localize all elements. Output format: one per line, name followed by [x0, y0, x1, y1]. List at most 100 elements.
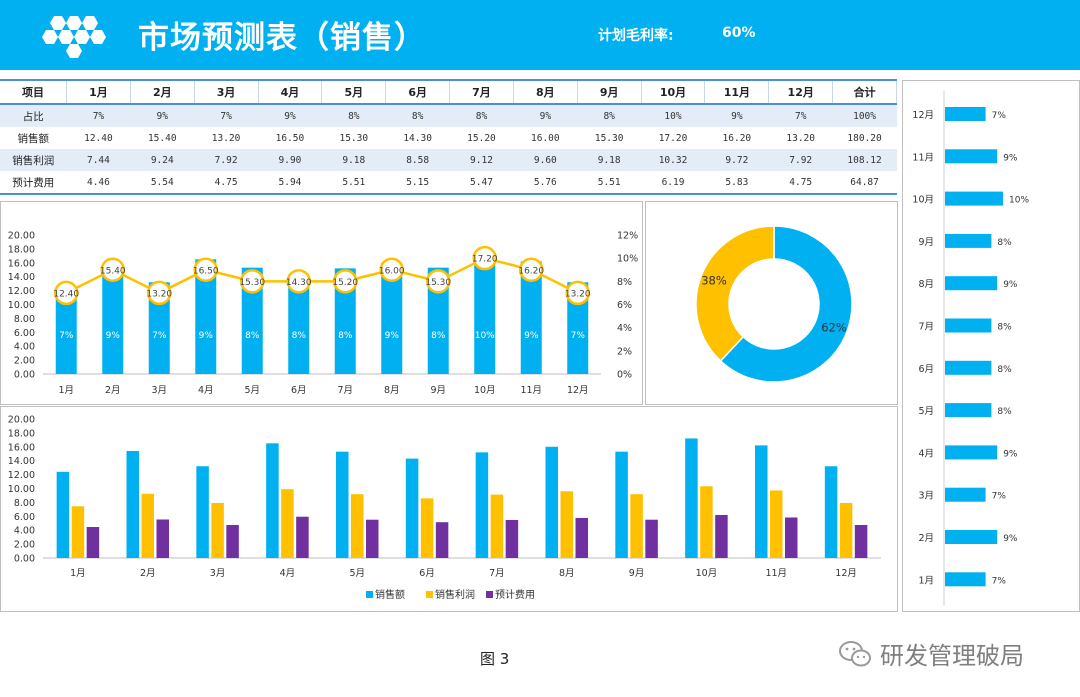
table-cell: 8.58: [385, 149, 450, 171]
table-cell: 7.44: [66, 149, 131, 171]
bar-label: 8%: [997, 365, 1012, 375]
x-tick-label: 4月: [280, 568, 296, 579]
y-tick-label: 4.00: [14, 342, 35, 353]
x-tick-label: 4月: [198, 385, 214, 396]
column-header: 6月: [385, 79, 451, 105]
gross-margin-value: 60%: [722, 25, 756, 41]
bar: [334, 268, 356, 374]
table-cell: 108.12: [832, 149, 897, 171]
table-cell: 13.20: [211, 132, 241, 144]
y-tick-label: 16.00: [8, 258, 35, 269]
bar-label: 8%: [997, 323, 1012, 333]
bar: [141, 493, 154, 558]
x-tick-label: 7月: [489, 568, 505, 579]
x-tick-label: 12月: [567, 385, 589, 396]
donut-chart-panel: 62% 38%: [645, 201, 898, 405]
table-cell: 9.18: [577, 149, 642, 171]
point-label: 13.20: [565, 289, 591, 299]
line-point: [240, 269, 265, 294]
line-point: [147, 280, 172, 306]
table-cell: 4.46: [66, 171, 131, 195]
category-label: 7月: [918, 322, 934, 333]
bar: [126, 450, 139, 558]
bar-label: 8%: [997, 238, 1012, 248]
bar: [475, 452, 489, 558]
y-tick-label: 6.00: [14, 328, 35, 339]
point-label: 15.30: [239, 278, 265, 288]
table-cell: 9.60: [513, 149, 578, 171]
bar-label: 10%: [1009, 196, 1029, 206]
table-cell: 8%: [385, 104, 450, 127]
x-tick-label: 1月: [70, 568, 86, 579]
table-header-row: 项目 1月 2月 3月 4月 5月 6月 7月 8月 9月 10月 11月 12月 合计: [0, 79, 897, 105]
category-label: 6月: [918, 364, 934, 375]
x-tick-label: 1月: [58, 385, 74, 396]
table-row: 销售利润 7.44 9.24 7.92 9.90 9.18 8.58 9.12 9.60 9.18…: [0, 149, 897, 171]
point-label: 15.40: [100, 266, 126, 276]
y-tick-label: 0.00: [14, 370, 35, 381]
bar: [945, 191, 1003, 206]
table-cell: 7.92: [768, 149, 833, 171]
bar: [567, 282, 589, 374]
table-cell: 8%: [577, 104, 642, 127]
table-cell: 9.72: [704, 149, 769, 171]
point-label: 16.20: [518, 266, 544, 276]
table-body: 占比 7% 9% 7% 9% 8% 8% 8% 9% 8% 10% 9% 7% 100% 销售额 12.40 1…: [0, 104, 897, 195]
bar-label: 9%: [106, 331, 121, 341]
line-point: [379, 257, 404, 282]
bar: [824, 466, 838, 558]
y2-tick-label: 4%: [617, 323, 632, 334]
bar: [945, 445, 998, 460]
table-cell: 14.30: [403, 132, 432, 144]
y-tick-label: 4.00: [14, 526, 35, 537]
category-label: 3月: [918, 491, 934, 502]
bar: [490, 494, 504, 558]
table-cell: 15.30: [339, 132, 369, 144]
header-bar: 市场预测表（销售） 计划毛利率: 60%: [0, 0, 1080, 70]
bar-label: 10%: [475, 331, 495, 341]
column-header: 11月: [704, 79, 770, 105]
bar: [56, 471, 70, 558]
y2-tick-label: 6%: [617, 300, 632, 311]
table-cell: 64.87: [832, 171, 897, 195]
gross-margin-label: 计划毛利率:: [598, 28, 674, 44]
watermark: 研发管理破局: [838, 636, 1024, 671]
bar: [86, 527, 100, 558]
y-tick-label: 6.00: [14, 512, 35, 523]
bar-label: 8%: [245, 331, 260, 341]
table-cell: 9.24: [130, 149, 195, 171]
table-cell: 9.12: [449, 149, 514, 171]
bar: [427, 267, 449, 374]
line-point: [100, 257, 125, 282]
bar: [211, 502, 224, 558]
legend-swatch: [486, 591, 493, 598]
bar-label: 9%: [199, 331, 214, 341]
bar-label: 7%: [152, 331, 167, 341]
bar: [700, 486, 713, 558]
watermark-text: 研发管理破局: [880, 642, 1024, 670]
x-tick-label: 11月: [520, 385, 542, 396]
legend-swatch: [366, 591, 373, 598]
bar: [266, 443, 279, 558]
table-cell: 15.30: [594, 132, 624, 144]
table-cell: 5.51: [577, 171, 642, 195]
table-cell: 9%: [258, 104, 322, 127]
bar-label: 8%: [338, 331, 353, 341]
bar: [945, 487, 986, 502]
y-tick-label: 18.00: [8, 428, 35, 439]
category-label: 12月: [912, 110, 934, 121]
y-tick-label: 2.00: [14, 356, 35, 367]
bar: [945, 403, 992, 418]
slice-label: 38%: [701, 273, 727, 287]
y-tick-label: 0.00: [14, 554, 35, 565]
table-cell: 5.94: [258, 171, 322, 195]
bar-label: 8%: [431, 331, 446, 341]
bar: [715, 514, 728, 558]
x-tick-label: 10月: [696, 568, 718, 579]
bar: [281, 489, 294, 558]
category-label: 11月: [912, 152, 934, 163]
table-cell: 7%: [66, 104, 131, 127]
bar: [945, 233, 992, 248]
y2-tick-label: 10%: [617, 254, 638, 265]
bar: [55, 287, 77, 374]
